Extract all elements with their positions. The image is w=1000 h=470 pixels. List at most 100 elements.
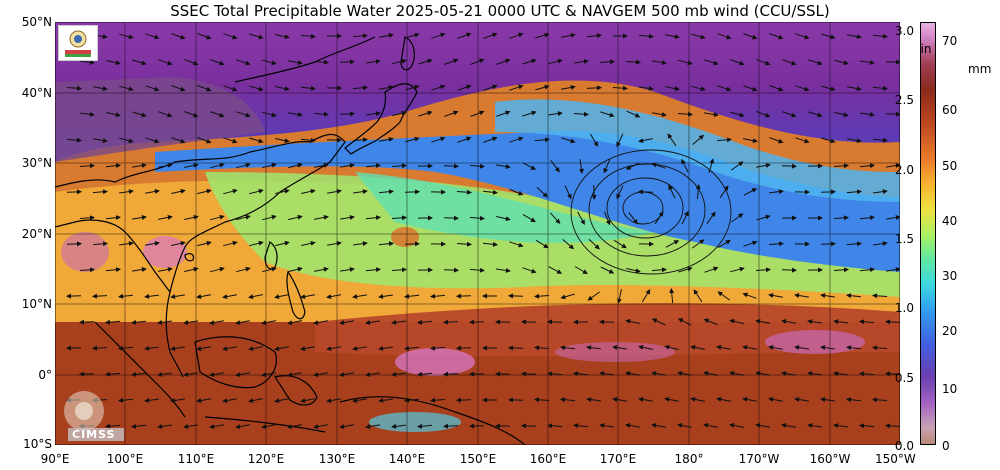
wind-arrow (483, 32, 498, 39)
cimss-logo-graphic (64, 391, 124, 441)
wind-arrow (288, 112, 303, 117)
wind-arrow (456, 397, 472, 403)
wind-arrow (301, 240, 316, 246)
lon-label-120e: 120°E (247, 452, 285, 466)
wind-arrow (431, 136, 446, 143)
wind-arrow (859, 319, 875, 325)
wind-arrow (795, 85, 810, 92)
wind-arrow (509, 84, 524, 91)
wind-arrow (535, 239, 549, 249)
wind-arrow (262, 214, 277, 221)
wind-arrow (846, 397, 862, 403)
wind-arrow (847, 138, 862, 144)
wind-arrow (859, 163, 875, 169)
wind-arrow (300, 346, 315, 352)
wind-arrow (730, 111, 745, 118)
wind-arrow (885, 111, 900, 117)
wind-arrow (781, 163, 797, 169)
wind-arrow (314, 214, 329, 220)
wind-arrow (379, 84, 394, 90)
wind-arrow (456, 189, 472, 195)
wind-arrow (300, 398, 315, 404)
wind-arrow (574, 266, 588, 275)
wind-arrow (275, 240, 290, 247)
wind-arrow (651, 267, 667, 273)
wind-arrow (92, 189, 108, 195)
wind-arrow (145, 241, 160, 246)
wind-arrow (616, 289, 622, 304)
wind-arrow (625, 318, 640, 324)
wind-arrow (66, 241, 82, 247)
wind-arrow (288, 214, 303, 221)
cimss-logo: CIMSS (58, 385, 130, 443)
wind-arrow (158, 111, 173, 118)
wind-arrow (301, 188, 316, 194)
wind-arrow (391, 215, 407, 221)
wind-arrow (379, 32, 394, 38)
wind-arrow (197, 33, 212, 40)
wind-arrow (119, 33, 134, 40)
wind-arrow (144, 293, 159, 299)
wind-arrow (561, 137, 576, 144)
wind-arrow (639, 85, 654, 91)
wind-arrow (92, 293, 108, 299)
wind-arrow (249, 33, 264, 40)
wind-arrow (547, 371, 563, 377)
wind-arrow (262, 111, 277, 118)
wind-arrow (183, 320, 198, 325)
wind-arrow (769, 189, 784, 195)
wind-arrow (743, 188, 758, 196)
colorbar-in-tick: 0.0 (894, 439, 914, 453)
wind-arrow (118, 397, 134, 403)
wind-arrow (183, 372, 198, 377)
wind-arrow (860, 59, 875, 65)
wind-arrow (704, 266, 719, 273)
wind-arrow (171, 33, 186, 40)
wind-arrow (352, 85, 368, 91)
wind-arrow (742, 344, 757, 350)
wind-arrow (586, 85, 602, 91)
wind-arrow (846, 345, 862, 351)
wind-arrow (79, 163, 95, 169)
wind-arrow (561, 84, 576, 90)
wind-arrow (677, 370, 692, 376)
colorbar-mm-tick: 20 (942, 324, 958, 338)
colorbar-in-tick: 2.5 (894, 93, 914, 107)
wind-arrow (872, 397, 888, 403)
wind-arrow (118, 293, 134, 299)
wind-arrow (743, 85, 758, 92)
wind-arrow (456, 345, 472, 351)
wind-arrow (170, 294, 185, 299)
wind-arrow (873, 189, 888, 195)
wind-arrow (197, 85, 212, 92)
wind-arrow (625, 371, 640, 376)
wind-arrow (444, 110, 459, 117)
wind-arrow (782, 59, 797, 66)
wind-arrow (547, 423, 563, 429)
wind-arrow (534, 293, 550, 299)
wind-arrow (417, 319, 433, 325)
wind-arrow (795, 33, 810, 40)
wind-arrow (651, 318, 666, 326)
colorbar-in-tick: 3.0 (894, 24, 914, 38)
wind-arrow (132, 111, 147, 118)
wind-arrow (664, 344, 679, 351)
wind-arrow (743, 240, 758, 247)
wind-arrow (287, 372, 302, 378)
wind-arrow (326, 398, 341, 404)
wind-arrow (665, 86, 680, 92)
wind-arrow (366, 59, 381, 65)
wind-arrow (509, 32, 524, 39)
lon-label-150w: 150°W (875, 452, 916, 466)
wind-arrow (430, 397, 446, 403)
wind-arrow (628, 212, 638, 225)
wind-arrow (79, 267, 95, 273)
wind-arrow (781, 371, 796, 376)
wind-arrow (522, 267, 537, 274)
wind-arrow (262, 162, 277, 169)
wind-arrow (665, 34, 680, 40)
wind-arrow (443, 215, 459, 221)
wind-arrow (365, 320, 380, 325)
wind-arrow (549, 212, 561, 224)
wind-arrow (509, 188, 524, 196)
